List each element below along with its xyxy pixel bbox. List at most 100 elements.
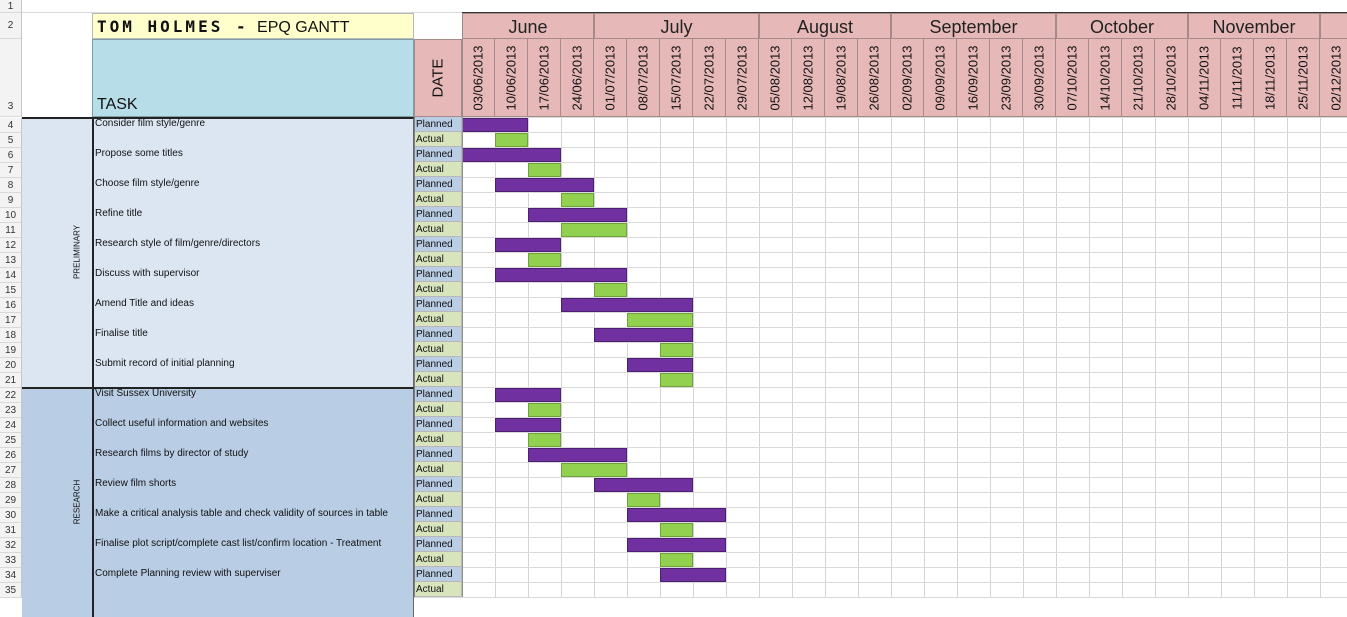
actual-bar[interactable]	[561, 223, 627, 237]
row-number[interactable]: 34	[0, 568, 22, 583]
date-header-cell[interactable]: DATE	[414, 39, 462, 117]
group-band-research[interactable]	[22, 387, 92, 617]
status-planned[interactable]: Planned	[414, 417, 462, 432]
row-number[interactable]: 2	[0, 13, 22, 39]
status-actual[interactable]: Actual	[414, 552, 462, 567]
task-header-cell[interactable]: TASK	[92, 39, 414, 117]
status-actual[interactable]: Actual	[414, 312, 462, 327]
task-name[interactable]: Research style of film/genre/directors	[95, 238, 261, 249]
row-number[interactable]: 14	[0, 268, 22, 283]
row-number[interactable]: 20	[0, 358, 22, 373]
planned-bar[interactable]	[594, 328, 693, 342]
date-column-header[interactable]: 03/06/2013	[462, 39, 495, 117]
date-column-header[interactable]: 10/06/2013	[495, 39, 528, 117]
date-column-header[interactable]: 02/12/2013	[1320, 39, 1347, 117]
actual-bar[interactable]	[528, 163, 561, 177]
date-column-header[interactable]: 07/10/2013	[1056, 39, 1089, 117]
month-header-october[interactable]: October	[1056, 13, 1188, 39]
row-number[interactable]: 1	[0, 0, 22, 13]
planned-bar[interactable]	[462, 148, 561, 162]
row-number[interactable]: 3	[0, 39, 22, 117]
actual-bar[interactable]	[495, 133, 528, 147]
month-header-september[interactable]: September	[891, 13, 1056, 39]
row-number[interactable]: 9	[0, 193, 22, 208]
task-name[interactable]: Submit record of initial planning	[95, 358, 235, 369]
date-column-header[interactable]: 11/11/2013	[1221, 39, 1254, 117]
row-number[interactable]: 31	[0, 523, 22, 538]
actual-bar[interactable]	[561, 463, 627, 477]
row-number[interactable]: 16	[0, 298, 22, 313]
date-column-header[interactable]: 18/11/2013	[1254, 39, 1287, 117]
task-name[interactable]: Visit Sussex University	[95, 388, 196, 399]
task-name[interactable]: Complete Planning review with superviser	[95, 568, 281, 579]
row-number[interactable]: 11	[0, 223, 22, 238]
row-number[interactable]: 19	[0, 343, 22, 358]
task-name[interactable]: Make a critical analysis table and check…	[95, 508, 388, 519]
planned-bar[interactable]	[495, 388, 561, 402]
actual-bar[interactable]	[660, 553, 693, 567]
status-actual[interactable]: Actual	[414, 372, 462, 387]
actual-bar[interactable]	[627, 313, 693, 327]
row-number[interactable]: 28	[0, 478, 22, 493]
task-name[interactable]: Research films by director of study	[95, 448, 249, 459]
actual-bar[interactable]	[528, 403, 561, 417]
status-planned[interactable]: Planned	[414, 477, 462, 492]
task-name[interactable]: Refine title	[95, 208, 143, 219]
date-column-header[interactable]: 30/09/2013	[1023, 39, 1056, 117]
row-number[interactable]: 7	[0, 163, 22, 178]
row-number[interactable]: 26	[0, 448, 22, 463]
row-number[interactable]: 29	[0, 493, 22, 508]
date-column-header[interactable]: 04/11/2013	[1188, 39, 1221, 117]
row-number[interactable]: 30	[0, 508, 22, 523]
date-column-header[interactable]: 26/08/2013	[858, 39, 891, 117]
date-column-header[interactable]: 16/09/2013	[957, 39, 990, 117]
status-actual[interactable]: Actual	[414, 222, 462, 237]
row-number[interactable]: 5	[0, 133, 22, 148]
planned-bar[interactable]	[528, 208, 627, 222]
status-actual[interactable]: Actual	[414, 342, 462, 357]
status-planned[interactable]: Planned	[414, 327, 462, 342]
task-name[interactable]: Amend Title and ideas	[95, 298, 194, 309]
planned-bar[interactable]	[495, 178, 594, 192]
date-column-header[interactable]: 05/08/2013	[759, 39, 792, 117]
planned-bar[interactable]	[627, 508, 726, 522]
planned-bar[interactable]	[495, 268, 627, 282]
row-number[interactable]: 4	[0, 118, 22, 133]
status-planned[interactable]: Planned	[414, 357, 462, 372]
task-name[interactable]: Propose some titles	[95, 148, 183, 159]
date-column-header[interactable]: 25/11/2013	[1287, 39, 1320, 117]
planned-bar[interactable]	[627, 358, 693, 372]
status-actual[interactable]: Actual	[414, 582, 462, 597]
row-number[interactable]: 13	[0, 253, 22, 268]
row-number[interactable]: 10	[0, 208, 22, 223]
date-column-header[interactable]: 15/07/2013	[660, 39, 693, 117]
row-number[interactable]: 33	[0, 553, 22, 568]
status-planned[interactable]: Planned	[414, 297, 462, 312]
actual-bar[interactable]	[528, 253, 561, 267]
row-number[interactable]: 21	[0, 373, 22, 388]
date-column-header[interactable]: 29/07/2013	[726, 39, 759, 117]
planned-bar[interactable]	[462, 118, 528, 132]
date-column-header[interactable]: 12/08/2013	[792, 39, 825, 117]
row-number[interactable]: 15	[0, 283, 22, 298]
group-band-preliminary[interactable]	[22, 117, 92, 387]
status-actual[interactable]: Actual	[414, 492, 462, 507]
month-header-june[interactable]: June	[462, 13, 594, 39]
month-header-next[interactable]	[1320, 13, 1347, 39]
status-planned[interactable]: Planned	[414, 447, 462, 462]
status-actual[interactable]: Actual	[414, 522, 462, 537]
status-planned[interactable]: Planned	[414, 207, 462, 222]
status-planned[interactable]: Planned	[414, 177, 462, 192]
task-name[interactable]: Finalise title	[95, 328, 148, 339]
date-column-header[interactable]: 23/09/2013	[990, 39, 1023, 117]
row-number[interactable]: 8	[0, 178, 22, 193]
status-planned[interactable]: Planned	[414, 567, 462, 582]
row-number[interactable]: 17	[0, 313, 22, 328]
task-name[interactable]: Consider film style/genre	[95, 118, 206, 129]
actual-bar[interactable]	[627, 493, 660, 507]
actual-bar[interactable]	[660, 523, 693, 537]
month-header-august[interactable]: August	[759, 13, 891, 39]
task-name[interactable]: Finalise plot script/complete cast list/…	[95, 538, 382, 549]
status-actual[interactable]: Actual	[414, 252, 462, 267]
task-name[interactable]: Review film shorts	[95, 478, 177, 489]
